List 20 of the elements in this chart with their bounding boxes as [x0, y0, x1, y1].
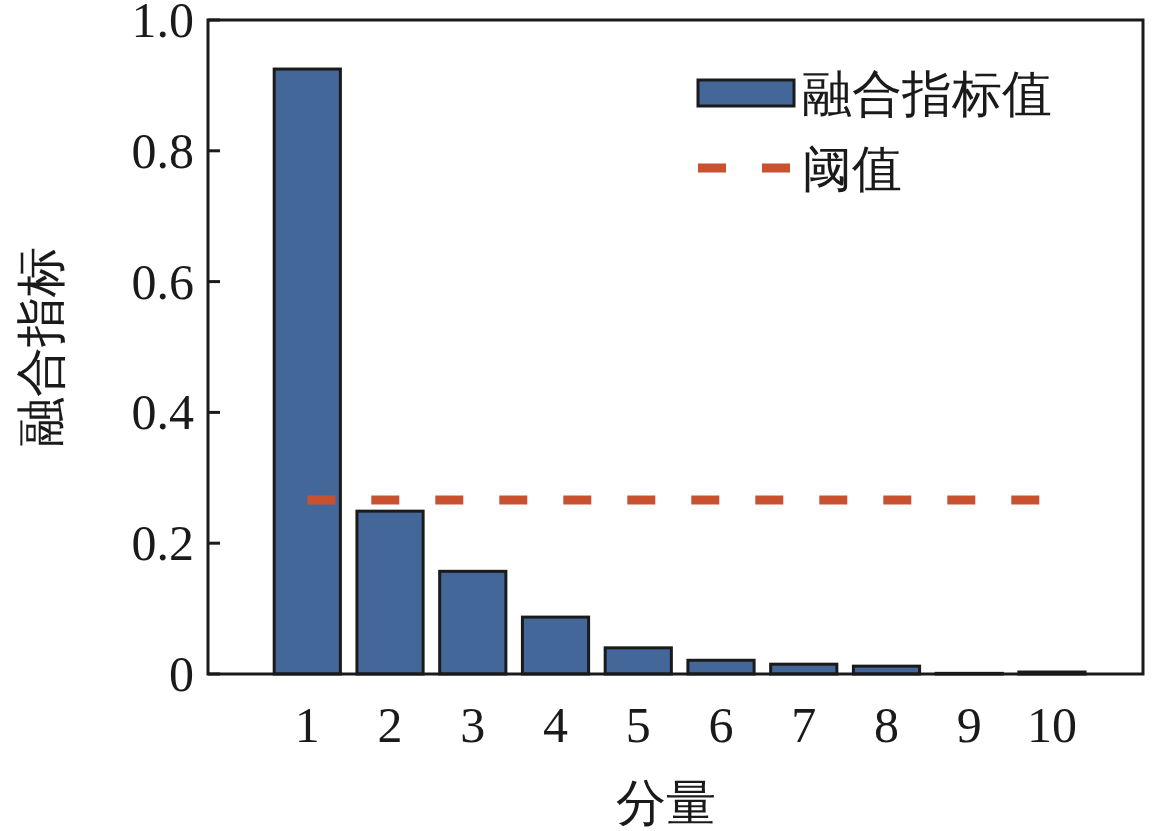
- x-tick-label: 9: [956, 697, 982, 753]
- y-tick-label: 0.2: [131, 515, 194, 572]
- x-tick-label: 1: [294, 697, 320, 753]
- x-tick-label: 4: [543, 697, 569, 753]
- y-tick-label: 0.6: [131, 253, 194, 310]
- y-axis-title: 融合指标: [13, 247, 69, 447]
- y-tick-label: 0.4: [131, 384, 194, 441]
- x-tick-label: 10: [1026, 697, 1077, 753]
- x-tick-label: 6: [708, 697, 734, 753]
- x-tick-label: 5: [625, 697, 651, 753]
- x-tick-label: 2: [377, 697, 403, 753]
- x-tick-label: 7: [791, 697, 817, 753]
- y-tick-label: 0: [169, 646, 194, 702]
- legend-label: 融合指标值: [802, 66, 1052, 122]
- x-tick-label: 3: [460, 697, 486, 753]
- legend-label: 阈值: [802, 141, 902, 197]
- x-tick-label: 8: [874, 697, 899, 753]
- y-tick-label: 0.8: [131, 122, 194, 179]
- y-tick-label: 1.0: [131, 0, 194, 48]
- x-axis-title: 分量: [615, 775, 716, 831]
